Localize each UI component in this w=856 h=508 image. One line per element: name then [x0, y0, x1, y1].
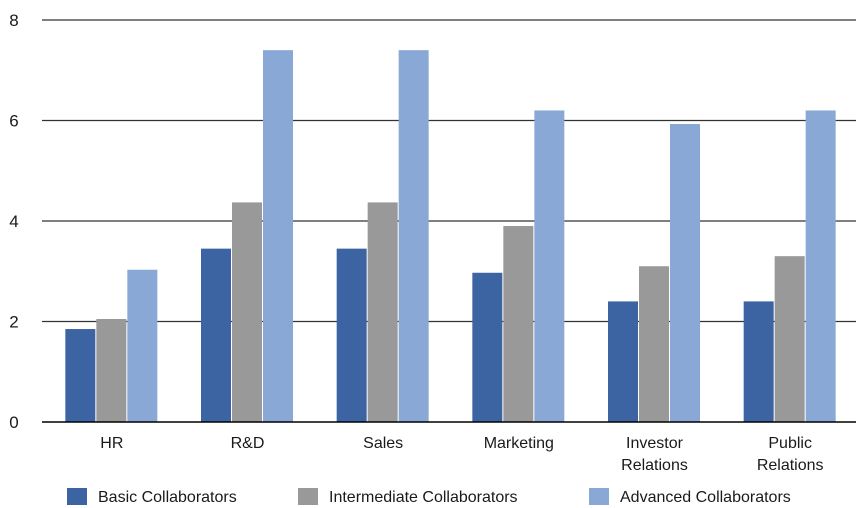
bar: [743, 301, 774, 422]
legend-swatch: [589, 488, 609, 505]
legend-swatch: [67, 488, 87, 505]
x-tick-label: Public: [768, 435, 812, 452]
bar: [263, 50, 293, 423]
bar: [336, 248, 367, 422]
bar: [65, 329, 96, 422]
x-tick-label: Relations: [621, 457, 688, 474]
x-tick-label: Marketing: [484, 435, 554, 452]
bar: [232, 202, 262, 422]
x-tick-label: HR: [100, 435, 123, 452]
x-tick-label: Relations: [757, 457, 824, 474]
legend-label: Intermediate Collaborators: [329, 489, 518, 506]
legend-label: Basic Collaborators: [98, 489, 237, 506]
x-tick-label: R&D: [231, 435, 265, 452]
y-tick-label: 2: [9, 313, 18, 332]
bar: [367, 202, 398, 422]
bar: [608, 301, 638, 422]
legend-swatch: [298, 488, 318, 505]
bar: [805, 110, 836, 422]
y-tick-label: 4: [9, 212, 18, 231]
legend: Basic Collaborators Intermediate Collabor…: [67, 488, 791, 506]
bar: [503, 226, 534, 422]
x-tick-label: Sales: [363, 435, 403, 452]
bar: [639, 266, 669, 422]
bar: [472, 272, 503, 422]
bar: [774, 256, 805, 422]
y-axis-ticks: 0 2 4 6 8: [9, 11, 18, 432]
bar: [398, 50, 429, 423]
x-tick-label: Investor: [626, 435, 684, 452]
bar: [201, 248, 231, 422]
y-tick-label: 8: [9, 11, 18, 30]
grid-lines: [42, 19, 856, 323]
y-tick-label: 6: [9, 112, 18, 131]
bar: [534, 110, 565, 422]
bar: [670, 124, 700, 422]
y-tick-label: 0: [9, 413, 18, 432]
bars: [65, 50, 836, 423]
legend-label: Advanced Collaborators: [620, 489, 791, 506]
bar: [127, 269, 158, 422]
x-axis-categories: HR R&D Sales Marketing Investor Relations Publ…: [100, 435, 823, 474]
bar: [96, 318, 127, 422]
